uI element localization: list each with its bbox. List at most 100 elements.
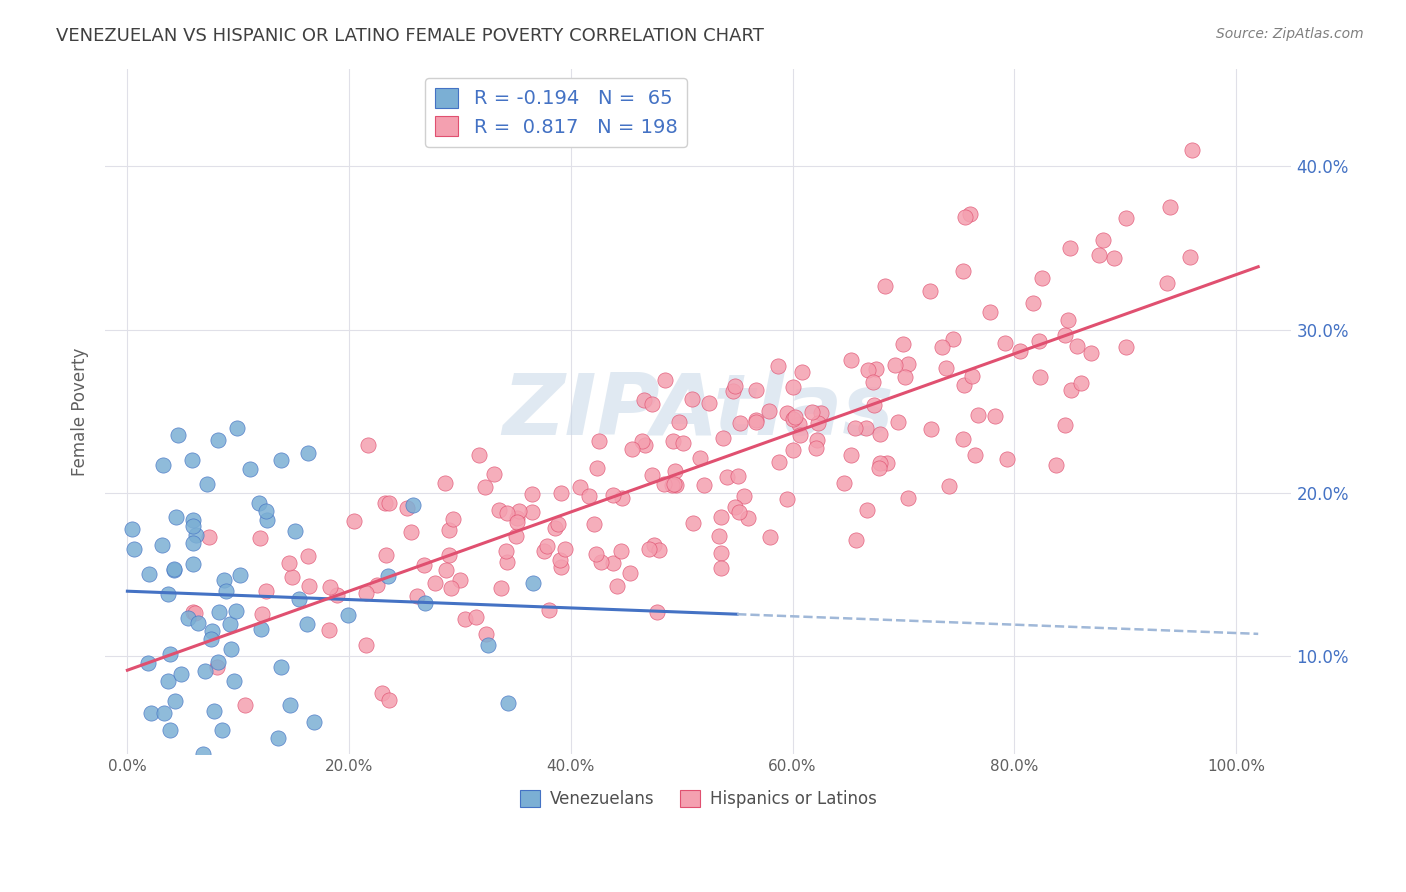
Point — [758, 404, 780, 418]
Point — [181, 513, 204, 527]
Point — [869, 456, 891, 470]
Point — [181, 518, 204, 533]
Point — [724, 378, 747, 392]
Point — [723, 500, 745, 515]
Point — [449, 573, 471, 587]
Point — [744, 384, 766, 398]
Point — [256, 512, 278, 526]
Point — [806, 434, 828, 448]
Point — [668, 415, 690, 429]
Point — [782, 380, 804, 394]
Point — [412, 558, 434, 573]
Point — [1115, 340, 1137, 354]
Point — [1156, 276, 1178, 290]
Point — [371, 686, 394, 700]
Point — [588, 434, 610, 449]
Point — [1045, 458, 1067, 472]
Point — [710, 546, 733, 560]
Point — [983, 409, 1005, 423]
Point — [965, 449, 987, 463]
Point — [602, 557, 624, 571]
Point — [218, 617, 240, 632]
Point — [225, 604, 247, 618]
Point — [745, 415, 768, 429]
Point — [855, 420, 877, 434]
Point — [378, 495, 401, 509]
Point — [284, 524, 307, 539]
Point — [477, 638, 499, 652]
Point — [159, 723, 181, 737]
Point — [1091, 233, 1114, 247]
Point — [207, 434, 229, 448]
Point — [1059, 241, 1081, 255]
Point — [177, 611, 200, 625]
Point — [621, 442, 644, 456]
Point — [193, 747, 215, 762]
Point — [858, 363, 880, 377]
Point — [1178, 250, 1201, 264]
Point — [1060, 383, 1083, 397]
Point — [156, 673, 179, 688]
Point — [254, 583, 277, 598]
Point — [953, 377, 976, 392]
Point — [586, 460, 609, 475]
Point — [537, 603, 560, 617]
Point — [863, 398, 886, 412]
Point — [484, 467, 506, 481]
Point — [790, 365, 813, 379]
Point — [782, 442, 804, 457]
Point — [759, 530, 782, 544]
Point — [266, 731, 288, 745]
Point — [727, 468, 749, 483]
Point — [745, 413, 768, 427]
Point — [884, 358, 907, 372]
Point — [1029, 369, 1052, 384]
Point — [952, 264, 974, 278]
Point — [1159, 200, 1181, 214]
Point — [138, 566, 160, 581]
Point — [554, 541, 576, 556]
Point — [643, 537, 665, 551]
Point — [522, 575, 544, 590]
Point — [654, 373, 676, 387]
Point — [633, 393, 655, 408]
Point — [1181, 143, 1204, 157]
Point — [1028, 334, 1050, 349]
Point — [437, 524, 460, 538]
Point — [662, 476, 685, 491]
Point — [377, 569, 399, 583]
Point — [520, 505, 543, 519]
Point — [766, 359, 789, 373]
Point — [1115, 211, 1137, 226]
Point — [181, 605, 204, 619]
Point — [582, 516, 605, 531]
Point — [163, 562, 186, 576]
Point — [844, 421, 866, 435]
Point — [544, 521, 567, 535]
Point — [869, 426, 891, 441]
Point — [366, 578, 388, 592]
Point — [1057, 313, 1080, 327]
Point — [876, 456, 898, 470]
Point — [1031, 271, 1053, 285]
Point — [711, 431, 734, 445]
Point — [153, 706, 176, 721]
Point — [270, 660, 292, 674]
Point — [710, 561, 733, 575]
Point — [548, 553, 571, 567]
Point — [287, 592, 309, 607]
Point — [785, 409, 807, 424]
Point — [1080, 346, 1102, 360]
Point — [423, 575, 446, 590]
Point — [298, 579, 321, 593]
Point — [318, 624, 340, 638]
Point — [122, 541, 145, 556]
Point — [297, 446, 319, 460]
Point — [474, 480, 496, 494]
Point — [664, 464, 686, 478]
Point — [202, 705, 225, 719]
Point — [181, 453, 204, 467]
Point — [672, 436, 695, 450]
Point — [277, 556, 299, 570]
Point — [638, 541, 661, 556]
